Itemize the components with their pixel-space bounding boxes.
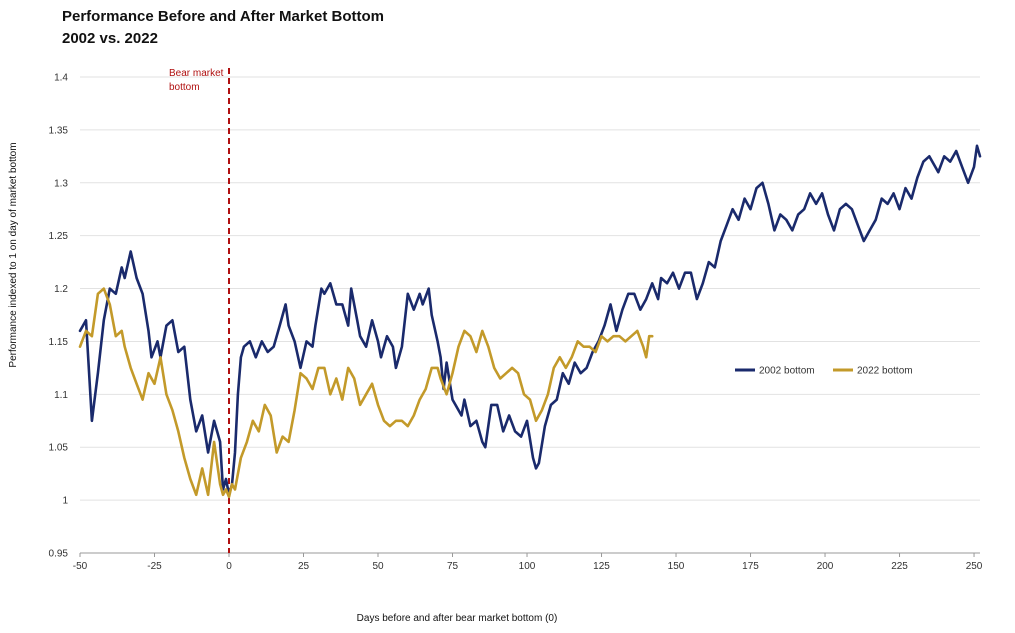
x-tick-label: -25 xyxy=(147,561,162,572)
x-tick-label: 250 xyxy=(966,561,983,572)
y-tick-label: 0.95 xyxy=(49,549,69,560)
legend-label-0: 2002 bottom xyxy=(759,366,815,377)
y-axis-title: Performance indexed to 1 on day of marke… xyxy=(8,142,19,367)
y-tick-label: 1.25 xyxy=(49,231,69,242)
x-tick-label: 50 xyxy=(372,561,384,572)
legend: 2002 bottom 2022 bottom xyxy=(735,366,913,377)
y-tick-label: 1.05 xyxy=(49,443,69,454)
x-tick-label: 225 xyxy=(891,561,908,572)
chart-subtitle: 2002 vs. 2022 xyxy=(62,30,158,47)
gridlines xyxy=(80,76,980,501)
y-tick-label: 1.1 xyxy=(54,390,68,401)
annotation-label-line1: Bear market xyxy=(169,68,224,79)
x-axis-title: Days before and after bear market bottom… xyxy=(357,613,558,624)
x-tick-label: -50 xyxy=(73,561,88,572)
x-tick-label: 75 xyxy=(447,561,459,572)
x-tick-label: 200 xyxy=(817,561,834,572)
x-tick-label: 0 xyxy=(226,561,232,572)
x-tick-label: 150 xyxy=(668,561,685,572)
series-lines xyxy=(78,144,982,499)
y-tick-label: 1.15 xyxy=(49,337,69,348)
x-tick-label: 125 xyxy=(593,561,610,572)
y-tick-label: 1.2 xyxy=(54,284,68,295)
y-tick-label: 1.35 xyxy=(49,125,69,136)
y-tick-label: 1.3 xyxy=(54,178,68,189)
y-tick-label: 1 xyxy=(62,496,68,507)
annotation-label-line2: bottom xyxy=(169,82,200,93)
series-line-0 xyxy=(78,144,982,497)
legend-label-1: 2022 bottom xyxy=(857,366,913,377)
chart-title: Performance Before and After Market Bott… xyxy=(62,8,385,25)
y-axis-ticks: 0.95 1 1.05 1.1 1.15 1.2 1.25 1.3 1.35 1.4 xyxy=(49,73,69,560)
series-line-1 xyxy=(78,287,654,499)
x-tick-label: 175 xyxy=(742,561,759,572)
x-tick-label: 25 xyxy=(298,561,310,572)
y-tick-label: 1.4 xyxy=(54,73,68,84)
x-axis-ticks: -50 -25 0 25 50 75 100 125 150 175 200 225 250 xyxy=(73,553,983,572)
x-tick-label: 100 xyxy=(519,561,536,572)
